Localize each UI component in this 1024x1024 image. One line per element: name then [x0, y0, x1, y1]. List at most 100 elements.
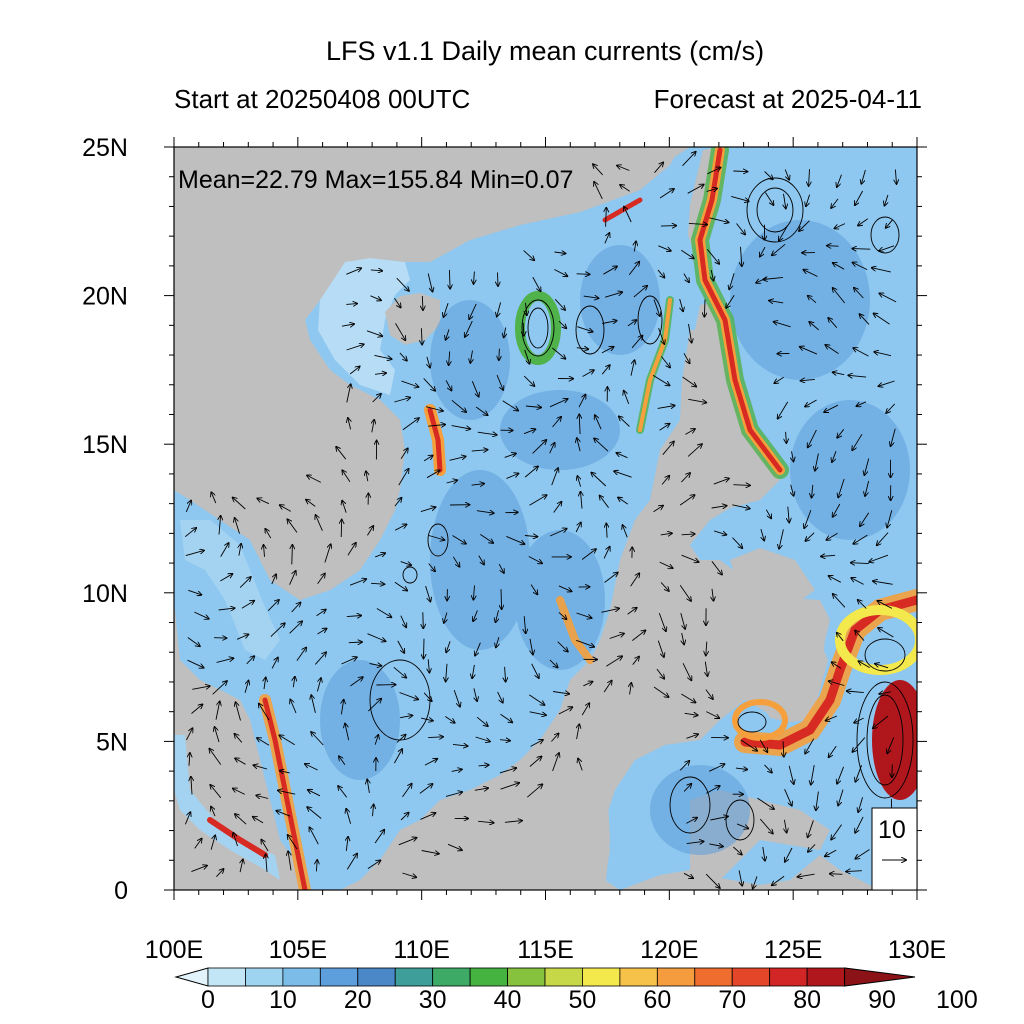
- current-vector: [784, 789, 792, 806]
- current-vector: [557, 641, 568, 652]
- current-vector: [278, 790, 296, 795]
- current-vector: [293, 677, 295, 688]
- current-vector: [838, 478, 845, 497]
- current-vector: [236, 634, 248, 640]
- lat-tick-label: 10N: [82, 580, 128, 608]
- colorbar-label: 40: [494, 986, 522, 1014]
- current-vector: [552, 753, 559, 772]
- current-vector: [523, 429, 535, 435]
- current-vector: [619, 416, 630, 427]
- current-vector: [394, 298, 401, 307]
- current-vector: [830, 874, 843, 875]
- current-vector: [341, 657, 357, 665]
- current-vector: [732, 537, 743, 548]
- current-vector: [289, 571, 296, 585]
- current-vector: [401, 380, 419, 387]
- current-vector: [833, 372, 845, 375]
- current-vector: [872, 268, 891, 273]
- lat-tick-label: 0: [114, 877, 128, 905]
- current-vector: [853, 534, 868, 544]
- current-vector: [324, 544, 331, 563]
- current-vector: [424, 759, 437, 766]
- current-vector: [606, 656, 622, 667]
- current-vector: [829, 681, 845, 686]
- current-vector: [603, 266, 617, 275]
- current-vector: [499, 740, 510, 741]
- current-vector: [445, 792, 462, 797]
- current-vector: [524, 349, 530, 364]
- current-vector: [618, 498, 629, 505]
- current-vector: [731, 195, 749, 201]
- current-vector: [653, 506, 664, 513]
- current-vector: [428, 535, 445, 541]
- current-vector: [851, 563, 869, 564]
- current-vector: [829, 745, 837, 757]
- current-vector: [427, 356, 430, 368]
- current-vector: [271, 658, 278, 669]
- current-vector: [288, 851, 291, 871]
- current-vector: [186, 728, 193, 741]
- current-vector: [798, 874, 815, 877]
- current-vector: [500, 783, 520, 790]
- current-vector: [218, 608, 235, 610]
- current-vector: [824, 404, 839, 412]
- current-vector: [194, 839, 202, 849]
- current-vector: [504, 327, 506, 338]
- current-vector: [402, 872, 416, 877]
- current-vector: [805, 532, 815, 541]
- current-vector: [763, 277, 784, 279]
- land-indochina: [174, 147, 680, 600]
- current-vector: [854, 288, 864, 299]
- current-vector: [658, 327, 665, 344]
- current-vector: [753, 876, 758, 888]
- current-vector: [601, 347, 614, 354]
- current-vector: [825, 849, 837, 856]
- current-vector: [583, 682, 592, 687]
- current-vector: [346, 268, 361, 275]
- colorbar-label: 100: [936, 986, 978, 1014]
- eddy-ring-celebes: [732, 699, 788, 741]
- current-vector: [808, 844, 816, 852]
- colorbar-swatch: [319, 967, 359, 987]
- current-vector: [530, 740, 543, 747]
- current-vector: [616, 453, 628, 459]
- current-vector: [372, 420, 374, 433]
- current-vector: [471, 484, 484, 486]
- current-vector: [591, 473, 607, 487]
- current-vector: [346, 837, 348, 851]
- current-vector: [687, 444, 702, 457]
- current-vector: [529, 495, 547, 506]
- current-vector: [582, 370, 594, 377]
- current-vector: [614, 471, 632, 478]
- current-vector: [524, 616, 526, 633]
- current-vector: [289, 621, 303, 634]
- current-vector: [188, 589, 201, 595]
- current-vector: [426, 470, 440, 479]
- current-vector: [523, 375, 534, 386]
- current-vector: [394, 524, 406, 531]
- lon-tick-label: 105E: [269, 936, 327, 964]
- current-vector: [444, 612, 447, 623]
- current-vector: [428, 659, 429, 672]
- current-vector: [684, 713, 698, 715]
- current-vector: [682, 663, 691, 680]
- colorbar-label: 30: [419, 986, 447, 1014]
- current-vector: [210, 835, 215, 850]
- current-vector: [446, 329, 449, 339]
- colorbar-label: 70: [718, 986, 746, 1014]
- current-vector: [682, 152, 696, 167]
- current-vector: [784, 819, 786, 833]
- current-vector: [257, 738, 270, 746]
- current-vector: [736, 223, 746, 235]
- current-vector: [209, 749, 222, 765]
- current-vector: [706, 249, 719, 264]
- colorbar-label: 60: [643, 986, 671, 1014]
- current-vector: [400, 715, 412, 717]
- current-vector: [307, 807, 322, 819]
- current-vector: [349, 579, 366, 586]
- current-vector: [474, 788, 488, 790]
- current-vector: [476, 511, 494, 514]
- current-vector: [859, 661, 870, 668]
- current-vector: [681, 693, 695, 703]
- forecast-time-label: Forecast at 2025-04-11: [653, 84, 922, 114]
